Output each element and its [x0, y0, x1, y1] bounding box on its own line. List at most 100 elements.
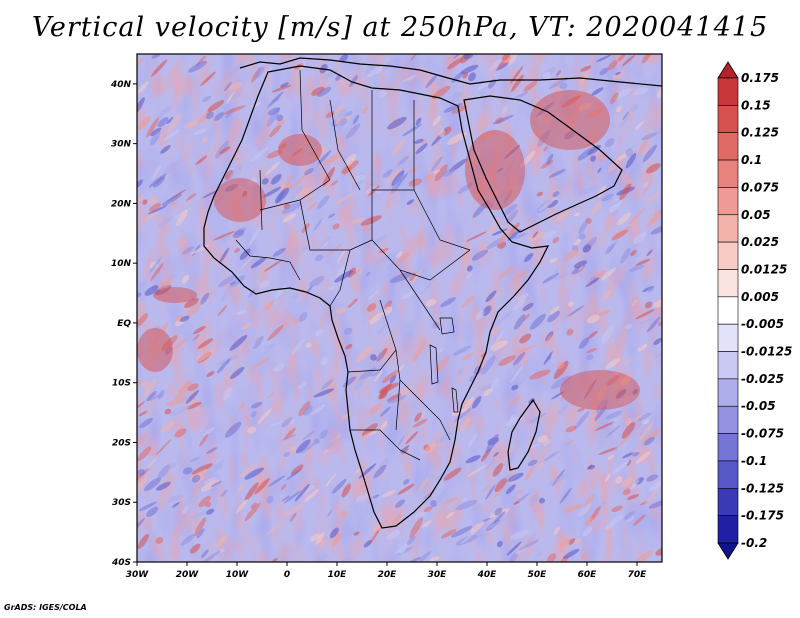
ascent-patch: [433, 355, 451, 374]
ascent-patch: [559, 539, 570, 547]
ascent-patch: [137, 194, 145, 205]
descent-patch: [382, 171, 391, 178]
descent-patch: [185, 389, 200, 404]
colorbar-label: 0.125: [741, 126, 779, 140]
lon-tick-label: 50E: [528, 570, 548, 580]
ascent-patch: [634, 120, 644, 131]
descent-patch: [633, 232, 647, 244]
ascent-patch: [635, 258, 651, 266]
descent-patch: [465, 455, 481, 464]
ascent-patch: [508, 222, 520, 237]
ascent-patch: [636, 140, 647, 157]
colorbar-min-arrow: [717, 542, 739, 560]
ascent-patch: [325, 472, 337, 488]
descent-patch: [606, 410, 623, 420]
descent-patch: [267, 343, 276, 349]
colorbar-label: 0.175: [741, 71, 779, 85]
descent-patch: [612, 460, 630, 474]
ascent-patch: [264, 259, 283, 272]
descent-patch: [220, 489, 228, 497]
ascent-patch: [335, 307, 347, 314]
ascent-hotspot: [560, 370, 640, 410]
ascent-hotspot: [530, 90, 610, 150]
descent-patch: [253, 336, 264, 350]
lat-tick-label: 40S: [111, 558, 131, 568]
ascent-patch: [392, 513, 402, 526]
descent-patch: [548, 169, 566, 178]
descent-patch: [250, 256, 267, 269]
descent-patch: [147, 393, 163, 401]
descent-patch: [646, 249, 653, 257]
descent-patch: [469, 375, 476, 383]
descent-patch: [613, 87, 633, 101]
descent-patch: [251, 146, 270, 162]
descent-patch: [395, 499, 406, 508]
descent-patch: [389, 374, 397, 384]
ascent-patch: [460, 417, 471, 433]
ascent-patch: [611, 505, 623, 513]
ascent-patch: [342, 166, 352, 175]
descent-patch: [217, 274, 237, 288]
ascent-patch: [280, 483, 287, 491]
ascent-patch: [137, 533, 149, 549]
colorbar-label: 0.1: [741, 153, 762, 167]
ascent-patch: [265, 161, 281, 176]
descent-patch: [339, 117, 348, 126]
ascent-patch: [641, 54, 653, 64]
descent-patch: [302, 430, 315, 441]
descent-patch: [642, 181, 649, 188]
descent-patch: [137, 281, 147, 294]
descent-patch: [605, 138, 615, 148]
ascent-patch: [155, 537, 164, 544]
descent-patch: [345, 123, 361, 139]
descent-patch: [166, 494, 184, 503]
ascent-patch: [193, 325, 206, 335]
ascent-patch: [467, 464, 487, 477]
ascent-patch: [619, 183, 632, 201]
descent-patch: [381, 57, 403, 71]
descent-patch: [148, 256, 163, 274]
colorbar-bin: [717, 214, 739, 243]
descent-patch: [646, 474, 658, 482]
descent-patch: [280, 82, 289, 88]
descent-patch: [250, 401, 263, 409]
ascent-patch: [196, 349, 216, 363]
descent-patch: [308, 555, 327, 562]
descent-patch: [155, 481, 171, 491]
ascent-patch: [491, 326, 500, 335]
ascent-patch: [466, 231, 487, 242]
ascent-patch: [191, 463, 213, 475]
colorbar-max-arrow: [717, 61, 739, 79]
europe-coastline: [239, 57, 662, 87]
descent-patch: [281, 201, 303, 214]
ascent-patch: [332, 532, 342, 547]
ascent-patch: [150, 262, 164, 282]
ascent-patch: [340, 510, 348, 518]
ascent-patch: [282, 213, 296, 223]
descent-patch: [147, 205, 168, 215]
descent-patch: [157, 117, 169, 128]
ascent-patch: [344, 153, 357, 166]
descent-patch: [162, 160, 181, 175]
descent-patch: [640, 132, 658, 141]
ascent-patch: [555, 207, 573, 222]
ascent-patch: [519, 333, 532, 344]
ascent-patch: [635, 309, 655, 320]
descent-patch: [220, 294, 227, 302]
ascent-patch: [181, 274, 190, 284]
lat-tick-label: 10N: [111, 259, 132, 269]
ascent-patch: [470, 520, 485, 534]
ascent-patch: [439, 129, 446, 137]
colorbar-label: -0.025: [741, 372, 784, 386]
ascent-patch: [604, 473, 611, 482]
descent-patch: [315, 328, 324, 337]
descent-patch: [341, 558, 351, 562]
ascent-patch: [459, 399, 471, 407]
colorbar-label: -0.0125: [741, 345, 792, 359]
descent-patch: [394, 542, 410, 555]
descent-patch: [214, 112, 225, 121]
ascent-patch: [461, 352, 474, 361]
ascent-patch: [515, 344, 537, 354]
ascent-patch: [494, 486, 505, 498]
ascent-patch: [186, 401, 202, 410]
